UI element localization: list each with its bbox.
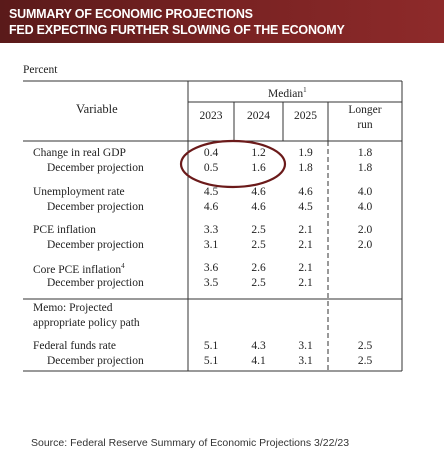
cell: 2.5: [357, 340, 373, 352]
longer-run-header-1: Longer: [348, 104, 382, 116]
row-label: Federal funds rate: [33, 340, 117, 352]
unit-label: Percent: [23, 64, 58, 76]
year-2024-header: 2024: [247, 110, 270, 122]
source-note: Source: Federal Reserve Summary of Econo…: [31, 437, 350, 449]
row-label: Unemployment rate: [33, 186, 125, 198]
median-header: Median1: [268, 86, 307, 100]
cell: 3.1: [298, 355, 313, 367]
banner-subtitle: FED EXPECTING FURTHER SLOWING OF THE ECO…: [9, 23, 345, 37]
memo-label-2: appropriate policy path: [33, 317, 140, 329]
cell: 0.4: [203, 147, 219, 159]
cell: 2.1: [298, 277, 313, 289]
cell: 1.9: [298, 147, 313, 159]
row-label-text: Core PCE inflation: [33, 263, 122, 276]
row-label: December projection: [47, 239, 144, 251]
cell: 0.5: [203, 162, 219, 174]
cell: 4.6: [251, 201, 266, 213]
cell: 3.1: [298, 340, 313, 352]
cell: 3.6: [203, 262, 219, 274]
longer-run-header-2: run: [357, 119, 373, 131]
banner-title: SUMMARY OF ECONOMIC PROJECTIONS: [9, 7, 253, 21]
row-label: Core PCE inflation4: [33, 262, 125, 276]
row-footnote: 4: [121, 262, 125, 270]
median-footnote: 1: [303, 86, 307, 94]
cell: 3.3: [203, 224, 219, 236]
year-2025-header: 2025: [294, 110, 317, 122]
year-2023-header: 2023: [199, 110, 223, 122]
cell: 4.6: [298, 186, 313, 198]
row-label: December projection: [47, 201, 144, 213]
cell: 4.0: [357, 201, 373, 213]
cell: 1.8: [357, 147, 373, 159]
cell: 1.8: [298, 162, 313, 174]
cell: 5.1: [203, 340, 219, 352]
memo-label-1: Memo: Projected: [33, 302, 113, 314]
row-label: December projection: [47, 162, 144, 174]
cell: 3.1: [203, 239, 219, 251]
cell: 2.0: [357, 239, 373, 251]
cell: 2.1: [298, 239, 313, 251]
cell: 4.6: [203, 201, 219, 213]
cell: 4.1: [251, 355, 266, 367]
cell: 2.5: [251, 277, 266, 289]
cell: 3.5: [203, 277, 219, 289]
title-banner: SUMMARY OF ECONOMIC PROJECTIONS FED EXPE…: [0, 0, 444, 43]
cell: 2.5: [357, 355, 373, 367]
cell: 4.5: [298, 201, 313, 213]
highlight-ellipse: [179, 139, 287, 189]
cell: 4.3: [251, 340, 266, 352]
cell: 4.5: [203, 186, 219, 198]
cell: 5.1: [203, 355, 219, 367]
row-label: PCE inflation: [33, 224, 96, 236]
median-label: Median: [268, 87, 304, 100]
cell: 4.6: [251, 186, 266, 198]
cell: 2.0: [357, 224, 373, 236]
row-label: Change in real GDP: [33, 147, 126, 159]
row-label: December projection: [47, 277, 144, 289]
variable-header: Variable: [76, 102, 118, 116]
cell: 2.6: [251, 262, 266, 274]
cell: 1.6: [251, 162, 266, 174]
cell: 2.1: [298, 224, 313, 236]
cell: 1.2: [251, 147, 266, 159]
cell: 4.0: [357, 186, 373, 198]
cell: 2.1: [298, 262, 313, 274]
cell: 1.8: [357, 162, 373, 174]
row-label: December projection: [47, 355, 144, 367]
cell: 2.5: [251, 224, 266, 236]
cell: 2.5: [251, 239, 266, 251]
